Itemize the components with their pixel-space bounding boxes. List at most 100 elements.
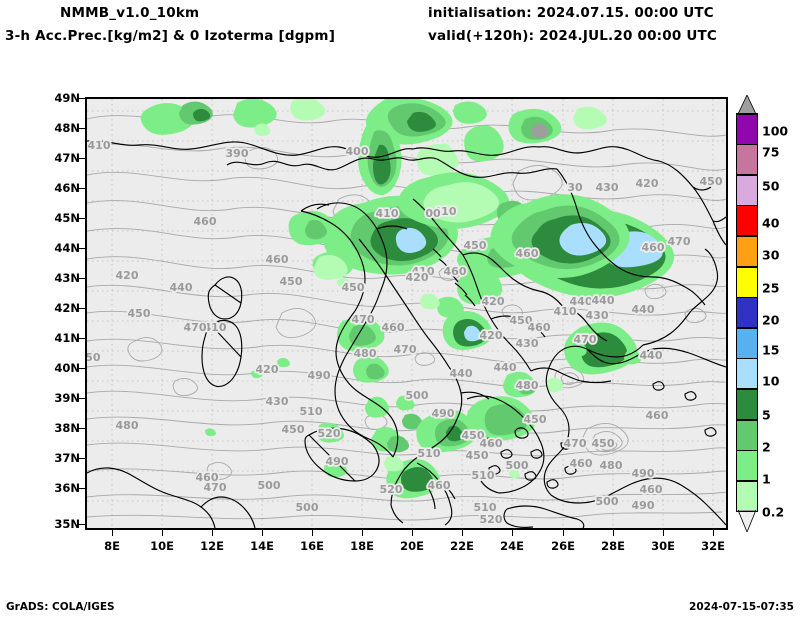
lat-label: 49N [54,91,80,105]
colorbar-under-arrow [737,510,757,532]
svg-text:460: 460 [266,253,289,266]
svg-text:490: 490 [632,467,655,480]
svg-text:460: 460 [570,457,593,470]
colorbar-band-20 [737,297,757,329]
colorbar-label-2: 2 [762,439,771,455]
svg-text:440: 440 [450,367,473,380]
svg-text:450: 450 [700,175,723,188]
map-plot-area[interactable]: 410 390 400 420 460 410 450 430 450 420 … [85,97,728,530]
colorbar-label-20: 20 [762,312,780,328]
svg-text:410: 410 [376,207,399,220]
svg-text:430: 430 [266,395,289,408]
lon-label: 26E [551,539,575,553]
colorbar-band-1 [737,450,757,482]
contour-labels: 410 390 400 420 460 410 450 430 450 420 … [87,137,725,528]
lon-label: 16E [300,539,324,553]
colorbar-label-40: 40 [762,215,780,231]
colorbar-label-50: 50 [762,178,780,194]
svg-text:420: 420 [482,295,505,308]
svg-text:450: 450 [592,437,615,450]
svg-text:440: 440 [494,361,517,374]
svg-text:460: 460 [528,321,551,334]
latitude-axis: 49N 48N 47N 46N 45N 44N 43N 42N 41N 40N … [0,91,85,531]
lon-label: 24E [500,539,524,553]
colorbar-label-25: 25 [762,280,780,296]
lat-label: 35N [54,517,80,531]
colorbar-band-5 [737,389,757,420]
lon-label: 28E [601,539,625,553]
svg-text:420: 420 [480,329,503,342]
lat-label: 39N [54,391,80,405]
svg-text:410: 410 [412,265,435,278]
svg-text:440: 440 [640,349,663,362]
svg-text:440: 440 [632,303,655,316]
colorbar-label-5: 5 [762,407,771,423]
svg-text:500: 500 [296,501,319,514]
svg-text:420: 420 [256,363,279,376]
lat-label: 48N [54,121,80,135]
colorbar-label-75: 75 [762,144,780,160]
colorbar-band-10 [737,358,757,390]
svg-text:450: 450 [280,275,303,288]
lat-label: 43N [54,271,80,285]
svg-text:420: 420 [406,271,429,284]
svg-text:470: 470 [204,481,227,494]
colorbar-label-10: 10 [762,373,780,389]
valid-time: valid(+120h): 2024.JUL.20 00:00 UTC [428,28,718,44]
svg-text:430: 430 [596,181,619,194]
svg-text:510: 510 [474,501,497,514]
svg-text:420: 420 [116,269,139,282]
colorbar-band-30 [737,236,757,267]
lat-label: 40N [54,361,80,375]
svg-text:490: 490 [632,499,655,512]
svg-text:450: 450 [128,307,151,320]
svg-text:480: 480 [354,347,377,360]
svg-text:460: 460 [642,241,665,254]
colorbar-over-arrow [737,95,757,114]
svg-text:500: 500 [506,459,529,472]
software-credit: GrADS: COLA/IGES [6,601,115,613]
svg-text:470: 470 [668,235,691,248]
lon-label: 14E [250,539,274,553]
colorbar[interactable] [736,113,758,512]
svg-text:460: 460 [194,215,217,228]
lat-label: 44N [54,241,80,255]
svg-text:440: 440 [592,294,615,307]
svg-text:450: 450 [462,429,485,442]
colorbar-label-100: 100 [762,123,789,139]
svg-text:480: 480 [116,419,139,432]
colorbar-band-50 [737,175,757,206]
lat-label: 45N [54,211,80,225]
svg-text:460: 460 [646,409,669,422]
svg-text:500: 500 [258,479,281,492]
lat-label: 38N [54,421,80,435]
svg-text:430: 430 [516,337,539,350]
model-title: NMMB_v1.0_10km [60,5,200,21]
colorbar-band-40 [737,205,757,237]
svg-text:490: 490 [432,407,455,420]
svg-text:480: 480 [600,459,623,472]
lat-label: 41N [54,331,80,345]
svg-text:480: 480 [516,379,539,392]
lon-label: 10E [150,539,174,553]
lon-label: 18E [350,539,374,553]
colorbar-label-15: 15 [762,342,780,358]
lon-label: 8E [104,539,120,553]
svg-text:450: 450 [464,239,487,252]
svg-text:410: 410 [554,305,577,318]
svg-text:460: 460 [444,265,467,278]
svg-text:490: 490 [326,455,349,468]
svg-text:450: 450 [510,314,533,327]
lon-label: 12E [200,539,224,553]
svg-text:470: 470 [394,343,417,356]
svg-text:470: 470 [564,437,587,450]
svg-text:460: 460 [196,471,219,484]
field-title: 3-h Acc.Prec.[kg/m2] & 0 Izoterma [dgpm] [5,28,336,44]
colorbar-label-1: 1 [762,471,771,487]
lat-label: 37N [54,451,80,465]
svg-text:460: 460 [640,483,663,496]
svg-text:450: 450 [466,449,489,462]
svg-text:510: 510 [300,405,323,418]
svg-text:460: 460 [428,479,451,492]
coastlines-and-borders [87,140,726,528]
